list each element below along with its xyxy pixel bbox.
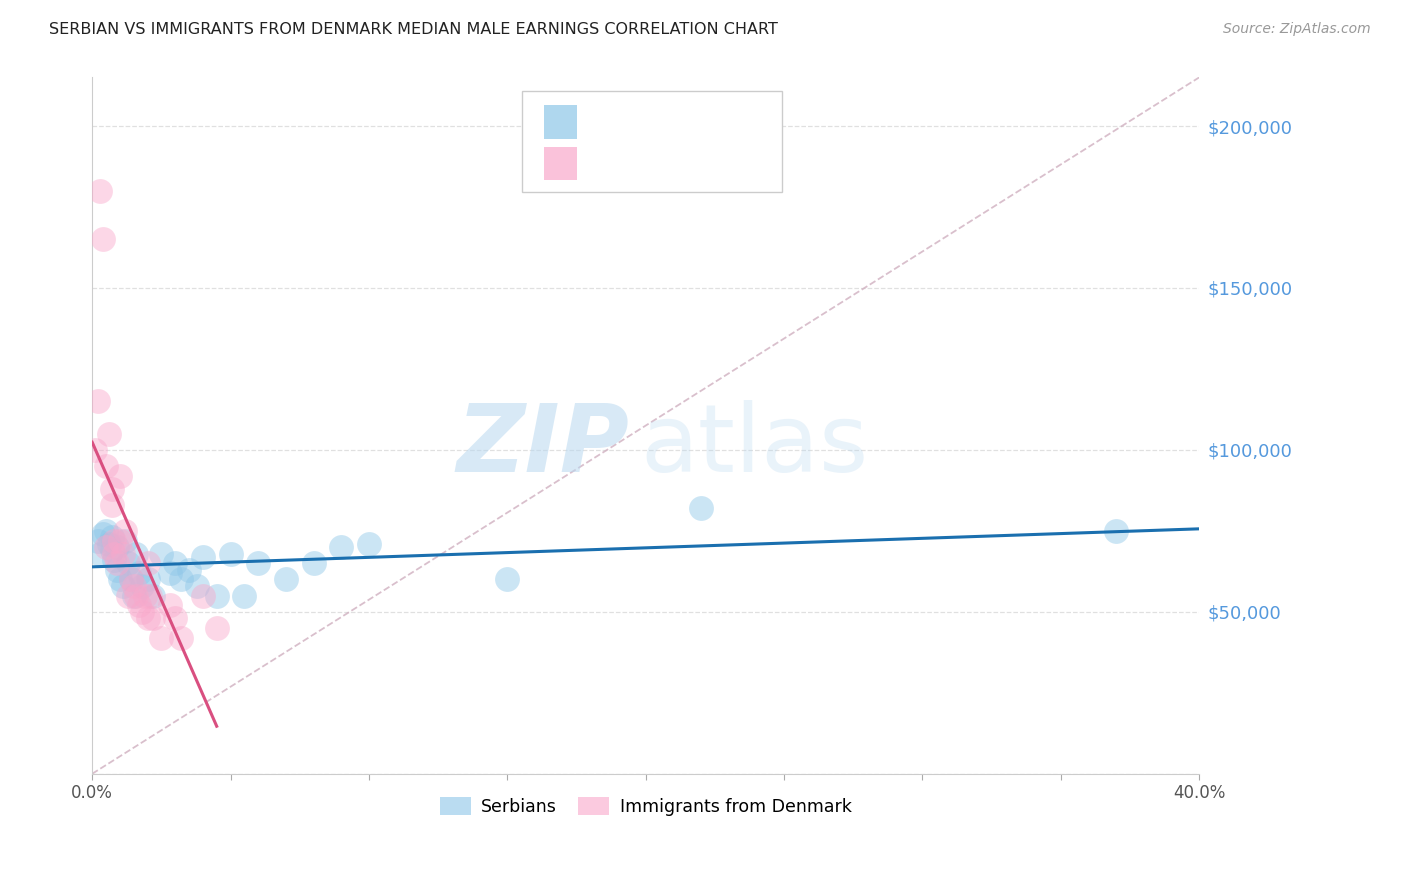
Text: SERBIAN VS IMMIGRANTS FROM DENMARK MEDIAN MALE EARNINGS CORRELATION CHART: SERBIAN VS IMMIGRANTS FROM DENMARK MEDIA… bbox=[49, 22, 778, 37]
Point bbox=[120, 573, 142, 587]
Text: N =: N = bbox=[675, 154, 716, 173]
Point bbox=[159, 599, 181, 613]
Point bbox=[142, 589, 165, 603]
Point bbox=[100, 482, 122, 496]
Point bbox=[105, 563, 128, 577]
Point bbox=[150, 547, 173, 561]
FancyBboxPatch shape bbox=[544, 147, 576, 180]
Text: 39: 39 bbox=[706, 112, 730, 131]
Point bbox=[122, 589, 145, 603]
Point bbox=[103, 547, 125, 561]
Point bbox=[177, 563, 200, 577]
Point bbox=[97, 537, 120, 551]
Point bbox=[108, 533, 131, 548]
Point bbox=[131, 605, 153, 619]
Point bbox=[108, 573, 131, 587]
Point bbox=[100, 498, 122, 512]
Point bbox=[94, 540, 117, 554]
Point bbox=[134, 589, 156, 603]
Point bbox=[89, 184, 111, 198]
Point bbox=[1105, 524, 1128, 538]
Point bbox=[142, 611, 165, 625]
Point bbox=[84, 442, 107, 457]
Point bbox=[117, 556, 139, 570]
Point bbox=[690, 501, 713, 516]
Point bbox=[86, 394, 108, 409]
Text: 0.080: 0.080 bbox=[621, 112, 675, 131]
Point bbox=[136, 556, 159, 570]
Point bbox=[159, 566, 181, 580]
Point bbox=[103, 533, 125, 548]
Point bbox=[128, 599, 150, 613]
Point bbox=[114, 524, 136, 538]
Point bbox=[120, 573, 142, 587]
Point bbox=[131, 579, 153, 593]
Point bbox=[100, 543, 122, 558]
FancyBboxPatch shape bbox=[544, 105, 576, 138]
Point bbox=[274, 573, 297, 587]
Point bbox=[94, 459, 117, 474]
Point bbox=[330, 540, 353, 554]
Point bbox=[91, 527, 114, 541]
Point bbox=[105, 556, 128, 570]
Point bbox=[150, 631, 173, 645]
Point bbox=[165, 611, 187, 625]
Point bbox=[205, 589, 228, 603]
Point bbox=[91, 232, 114, 246]
Point bbox=[496, 573, 519, 587]
Point bbox=[111, 579, 134, 593]
Point bbox=[94, 524, 117, 538]
Point bbox=[108, 468, 131, 483]
Text: 33: 33 bbox=[706, 154, 730, 173]
Point bbox=[191, 549, 214, 564]
Point bbox=[136, 573, 159, 587]
Text: atlas: atlas bbox=[640, 401, 869, 492]
FancyBboxPatch shape bbox=[522, 91, 782, 193]
Text: N =: N = bbox=[675, 112, 716, 131]
Point bbox=[233, 589, 256, 603]
Point bbox=[125, 589, 148, 603]
Point bbox=[357, 537, 380, 551]
Point bbox=[170, 573, 193, 587]
Point bbox=[191, 589, 214, 603]
Point bbox=[205, 621, 228, 635]
Point bbox=[186, 579, 208, 593]
Point bbox=[105, 540, 128, 554]
Legend: Serbians, Immigrants from Denmark: Serbians, Immigrants from Denmark bbox=[432, 789, 860, 824]
Point bbox=[97, 426, 120, 441]
Text: ZIP: ZIP bbox=[456, 401, 628, 492]
Point bbox=[247, 556, 270, 570]
Point bbox=[100, 530, 122, 544]
Point bbox=[219, 547, 242, 561]
Text: R =: R = bbox=[591, 154, 631, 173]
Point bbox=[103, 553, 125, 567]
Point bbox=[114, 533, 136, 548]
Point bbox=[122, 579, 145, 593]
Point bbox=[139, 589, 162, 603]
Point bbox=[165, 556, 187, 570]
Point bbox=[89, 547, 111, 561]
Point bbox=[111, 547, 134, 561]
Point bbox=[170, 631, 193, 645]
Text: Source: ZipAtlas.com: Source: ZipAtlas.com bbox=[1223, 22, 1371, 37]
Y-axis label: Median Male Earnings: Median Male Earnings bbox=[0, 342, 7, 509]
Point bbox=[128, 566, 150, 580]
Point bbox=[125, 547, 148, 561]
Point bbox=[302, 556, 325, 570]
Point bbox=[117, 589, 139, 603]
Text: R =: R = bbox=[591, 112, 631, 131]
Point bbox=[86, 533, 108, 548]
Text: 0.206: 0.206 bbox=[621, 154, 675, 173]
Point bbox=[136, 611, 159, 625]
